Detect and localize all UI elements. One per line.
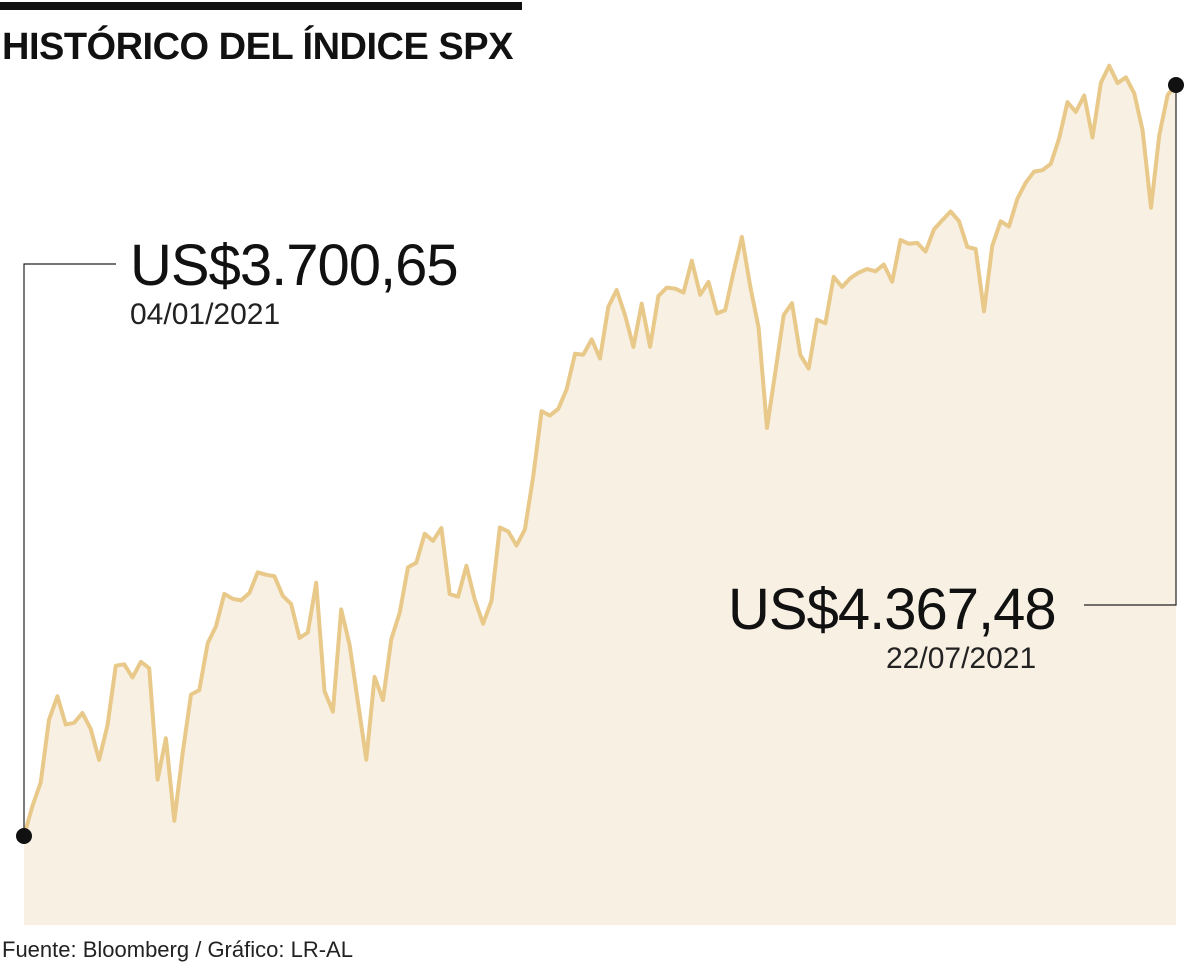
- start-point-marker: [16, 828, 32, 844]
- series-line: [22, 63, 1178, 837]
- source-note: Fuente: Bloomberg / Gráfico: LR-AL: [2, 937, 353, 962]
- end-value-label: US$4.367,48: [728, 577, 1057, 642]
- end-leader-line: [1084, 85, 1177, 606]
- start-date-label: 04/01/2021: [130, 298, 281, 331]
- chart-title: HISTÓRICO DEL ÍNDICE SPX: [2, 26, 513, 68]
- start-leader-line: [23, 263, 116, 836]
- start-value-label: US$3.700,65: [130, 233, 459, 298]
- top-rule: [0, 2, 522, 10]
- area-fill: [24, 65, 1176, 925]
- end-date-label: 22/07/2021: [886, 642, 1037, 675]
- end-point-marker: [1168, 77, 1184, 93]
